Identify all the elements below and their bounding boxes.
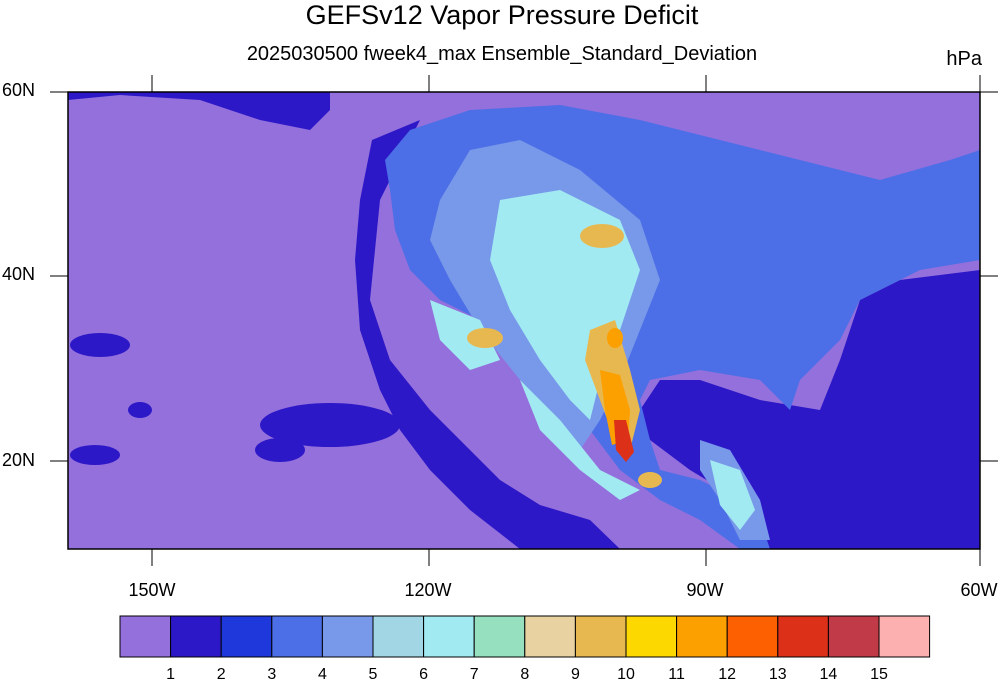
colorbar-tick-label: 6 [419,666,429,683]
colorbar-tick-label: 7 [469,666,479,683]
colorbar-tick-label: 15 [870,666,888,683]
coastal-waters [68,92,980,549]
colorbar-swatch [827,615,880,658]
colorbar-swatch [473,615,526,658]
colorbar-swatch [372,615,425,658]
colorbar-swatch [625,615,678,658]
lat-label-20n: 20N [2,450,36,470]
colorbar-tick-label: 12 [718,666,737,683]
colorbar-tick-label: 9 [570,666,580,683]
colorbar-tick-label: 5 [368,666,378,683]
colorbar-tick-label: 2 [216,666,226,683]
colorbar-swatch [271,615,323,658]
colorbar-swatch [524,615,576,658]
colorbar-swatch [119,615,172,658]
colorbar-tick-label: 8 [520,666,530,683]
colorbar-swatch [777,615,829,658]
peak-deviation-zone [614,420,634,462]
map-title: GEFSv12 Vapor Pressure Deficit [305,0,699,30]
map-frame [67,91,981,550]
axis-ticks [50,75,998,566]
colorbar-swatch [423,615,475,658]
colorbar-swatch [220,615,273,658]
colorbar-swatch [321,615,374,658]
colorbar-swatch [878,615,931,658]
colorbar [119,615,931,658]
lon-label-60w: 60W [960,580,998,600]
units-label: hPa [946,48,982,70]
lon-label-150w: 150W [128,580,176,600]
lon-label-120w: 120W [404,580,452,600]
colorbar-swatch [170,615,222,658]
colorbar-tick-label: 4 [317,666,327,683]
colorbar-tick-label: 10 [617,666,635,683]
map-field [68,92,980,549]
colorbar-swatch [574,615,627,658]
lon-label-90w: 90W [686,580,724,600]
colorbar-tick-label: 3 [267,666,277,683]
lat-label-40n: 40N [2,264,36,284]
colorbar-tick-label: 14 [819,666,838,683]
colorbar-tick-label: 11 [668,666,685,683]
colorbar-swatch [676,615,728,658]
colorbar-tick-label: 13 [768,666,787,683]
lat-label-60n: 60N [2,80,36,100]
colorbar-tick-label: 1 [166,666,176,683]
map-subtitle: 2025030500 fweek4_max Ensemble_Standard_… [246,43,758,65]
colorbar-swatch [726,615,779,658]
